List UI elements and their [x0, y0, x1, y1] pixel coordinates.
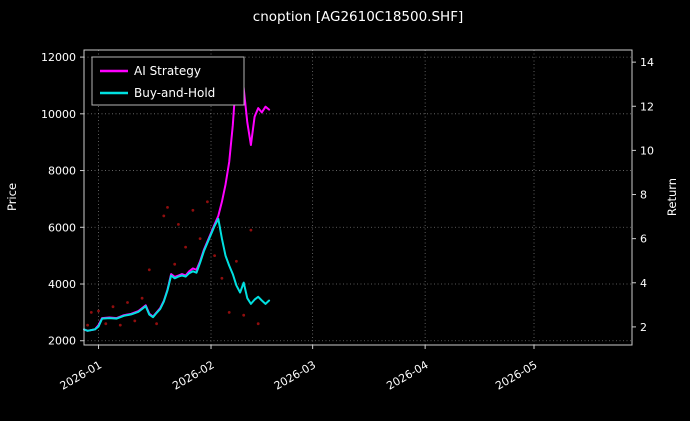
- scatter-dot: [177, 223, 180, 226]
- scatter-dot: [140, 296, 144, 300]
- price-axis-ticks: 2000 4000 6000 8000 10000 12000: [41, 51, 84, 348]
- scatter-dot: [173, 262, 177, 266]
- scatter-dot: [184, 245, 188, 249]
- return-axis-label: Return: [665, 178, 679, 216]
- scatter-dot: [242, 313, 246, 317]
- scatter-dot: [104, 322, 108, 326]
- legend: AI Strategy Buy-and-Hold: [91, 56, 245, 106]
- scatter-dot: [111, 305, 115, 309]
- scatter-dot: [213, 254, 217, 257]
- scatter-dot: [126, 301, 129, 304]
- scatter-dot: [256, 322, 260, 326]
- legend-box: [91, 56, 245, 106]
- scatter-dot: [86, 323, 89, 327]
- price-tick-label: 4000: [48, 278, 76, 291]
- price-tick-label: 6000: [48, 221, 76, 234]
- return-tick-label: 4: [640, 277, 647, 290]
- chart-title: cnoption [AG2610C18500.SHF]: [253, 9, 463, 25]
- return-tick-label: 14: [640, 56, 654, 69]
- scatter-dot: [206, 200, 209, 204]
- return-tick-label: 6: [640, 233, 647, 246]
- plot-border: [83, 49, 633, 346]
- price-tick-label: 12000: [41, 51, 76, 64]
- scatter-dot: [162, 214, 166, 218]
- price-tick-label: 8000: [48, 165, 76, 178]
- scatter-dot: [220, 276, 224, 280]
- price-axis-label: Price: [5, 183, 19, 211]
- scatter-dot: [235, 259, 238, 263]
- return-tick-label: 12: [640, 100, 654, 113]
- scatter-dot: [191, 208, 195, 212]
- scatter-dot: [155, 322, 159, 326]
- legend-label-buy-and-hold: Buy-and-Hold: [134, 86, 215, 100]
- return-axis-ticks: 2 4 6 8 10 12 14: [632, 56, 654, 334]
- legend-label-ai-strategy: AI Strategy: [134, 64, 201, 78]
- scatter-dot: [97, 309, 100, 313]
- buy-and-hold-line: [83, 217, 271, 332]
- scatter-points: [86, 200, 260, 327]
- scatter-dot: [147, 268, 151, 272]
- scatter-dot: [198, 237, 202, 241]
- price-tick-label: 2000: [48, 335, 76, 348]
- return-tick-label: 10: [640, 144, 654, 157]
- scatter-dot: [89, 311, 93, 314]
- return-tick-label: 2: [640, 321, 647, 334]
- scatter-dot: [249, 228, 253, 232]
- price-tick-label: 10000: [41, 108, 76, 121]
- scatter-dot: [118, 323, 122, 327]
- return-tick-label: 8: [640, 189, 647, 202]
- scatter-dot: [133, 319, 137, 323]
- scatter-dot: [227, 311, 231, 314]
- scatter-dot: [166, 206, 169, 209]
